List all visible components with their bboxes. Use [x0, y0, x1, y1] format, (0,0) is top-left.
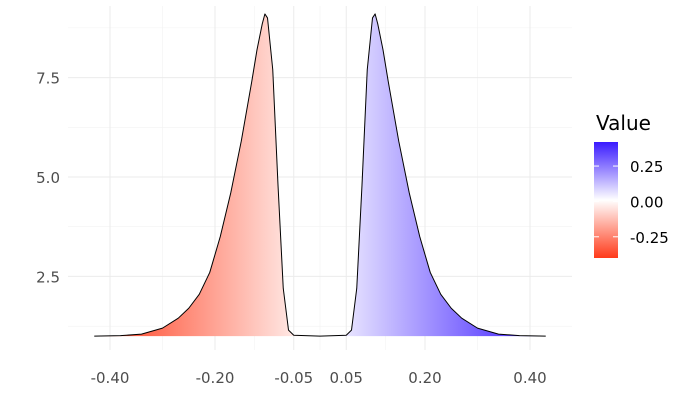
x-tick-label: -0.05 [274, 369, 313, 387]
legend-tick-label: 0.25 [630, 158, 663, 176]
x-tick-label: 0.05 [330, 369, 363, 387]
x-tick-label: 0.20 [408, 369, 441, 387]
density-area-fill [320, 13, 546, 337]
legend: Value 0.25 0.00 -0.25 [594, 111, 669, 258]
density-areas [94, 13, 546, 337]
x-tick-label: -0.20 [196, 369, 235, 387]
x-tick-label: 0.40 [513, 369, 546, 387]
legend-tick-label: 0.00 [630, 193, 663, 211]
density-area-fill [94, 13, 320, 337]
grid [68, 6, 572, 350]
legend-title: Value [596, 111, 651, 135]
axes: 2.5 5.0 7.5 -0.40 -0.20 -0.05 0.05 0.20 0.40 [36, 70, 547, 387]
y-tick-label: 7.5 [36, 70, 60, 88]
density-curve [94, 13, 321, 337]
density-curve [319, 13, 546, 337]
legend-colorbar [594, 142, 618, 258]
legend-tick-label: -0.25 [630, 229, 669, 247]
x-tick-label: -0.40 [91, 369, 130, 387]
y-tick-label: 2.5 [36, 268, 60, 286]
y-tick-label: 5.0 [36, 169, 60, 187]
